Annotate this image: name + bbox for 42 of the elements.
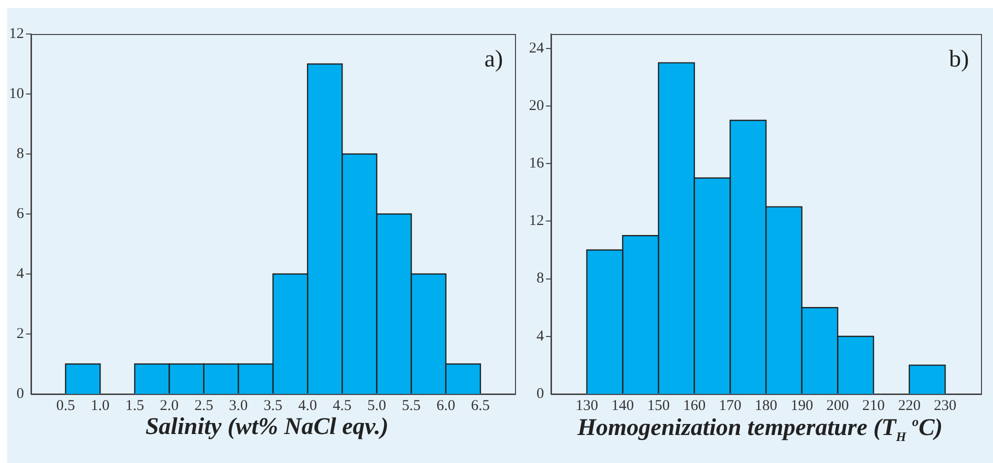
x-tick-label: 4.5	[332, 398, 352, 414]
y-tick-label: 4	[16, 266, 24, 282]
x-tick-label: 160	[683, 398, 706, 414]
y-tick-label: 12	[529, 213, 544, 230]
y-tick-label: 6	[16, 206, 24, 222]
x-tick-label: 190	[790, 398, 814, 414]
y-tick-label: 12	[9, 26, 24, 42]
y-tick-label: 2	[16, 326, 24, 342]
y-tick-label: 8	[16, 146, 24, 162]
x-tick-label: 150	[647, 398, 670, 414]
x-tick-label: 140	[611, 398, 634, 414]
x-tick-label: 220	[898, 398, 921, 414]
y-tick-label: 24	[529, 40, 544, 56]
x-tick-label: 1.5	[125, 398, 144, 414]
y-tick-label: 20	[529, 98, 544, 114]
x-axis-title: Homogenization temperature (T$_{H}$ $^{o}$C)	[576, 414, 944, 445]
y-tick-label: 0	[16, 386, 24, 402]
y-tick-label: 8	[536, 270, 544, 287]
x-tick-label: 5.5	[402, 398, 421, 414]
x-tick-label: 2.0	[160, 398, 179, 414]
y-tick-label: 10	[9, 86, 24, 102]
x-tick-label: 130	[576, 398, 598, 414]
x-tick-label: 170	[718, 398, 742, 414]
x-axis-title: Salinity (wt% NaCl eqv.)	[144, 414, 390, 441]
x-tick-label: 3.0	[229, 398, 248, 414]
annotation: a)	[484, 46, 503, 72]
x-tick-label: 6.5	[471, 398, 490, 414]
x-tick-label: 4.0	[298, 398, 317, 414]
x-tick-label: 200	[826, 398, 849, 414]
y-tick-label: 4	[536, 328, 544, 344]
x-tick-label: 5.0	[367, 398, 386, 414]
y-tick-label: 16	[529, 156, 544, 172]
x-tick-label: 230	[934, 398, 956, 414]
y-tick-label: 0	[536, 386, 544, 402]
x-tick-label: 180	[754, 398, 778, 414]
x-tick-label: 210	[862, 398, 885, 414]
x-tick-label: 6.0	[436, 398, 456, 414]
x-tick-label: 3.5	[264, 398, 282, 414]
x-tick-label: 0.5	[56, 398, 75, 414]
x-tick-label: 2.5	[194, 398, 214, 414]
x-tick-label: 1.0	[90, 398, 110, 414]
annotation: b)	[949, 46, 969, 72]
